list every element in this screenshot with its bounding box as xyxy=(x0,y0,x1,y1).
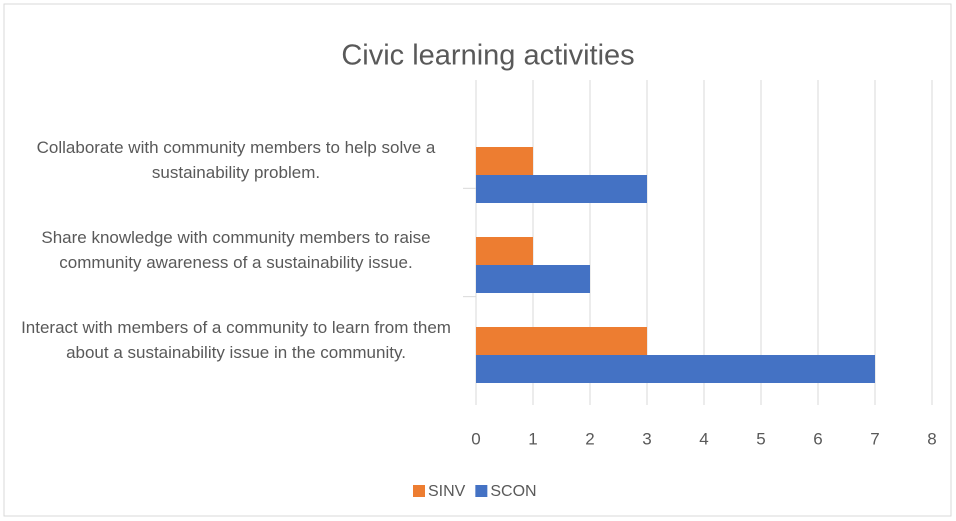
x-tick-label: 1 xyxy=(528,429,537,448)
legend-swatch xyxy=(475,485,488,497)
x-tick-label: 3 xyxy=(642,429,651,448)
x-tick-label: 6 xyxy=(813,429,822,448)
bar xyxy=(476,147,533,175)
x-tick-label: 8 xyxy=(927,429,936,448)
legend-label: SCON xyxy=(490,483,536,500)
x-tick-label: 7 xyxy=(870,429,879,448)
bar xyxy=(476,327,647,355)
y-tick-label: Collaborate with community members to he… xyxy=(36,138,436,182)
y-tick-label: Share knowledge with community members t… xyxy=(41,228,431,272)
bar xyxy=(476,355,875,383)
x-tick-label: 5 xyxy=(756,429,765,448)
y-tick-label: Interact with members of a community to … xyxy=(21,318,451,362)
chart-title: Civic learning activities xyxy=(341,40,634,72)
x-tick-label: 0 xyxy=(471,429,480,448)
bar xyxy=(476,175,647,203)
x-tick-label: 2 xyxy=(585,429,594,448)
bar xyxy=(476,237,533,265)
legend-label: SINV xyxy=(428,483,466,500)
legend-swatch xyxy=(413,485,425,497)
bar xyxy=(476,265,590,293)
x-tick-label: 4 xyxy=(699,429,708,448)
